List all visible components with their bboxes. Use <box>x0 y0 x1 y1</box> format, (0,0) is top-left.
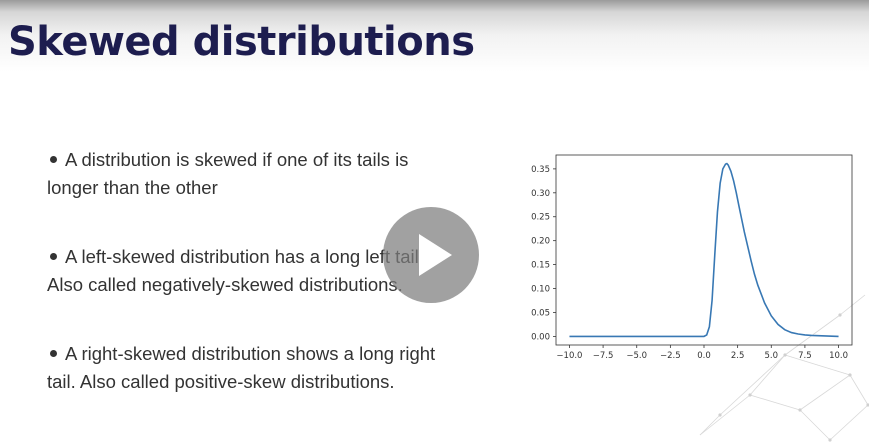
x-tick-label: 5.0 <box>765 351 779 361</box>
bullet-text: A left-skewed distribution has a long le… <box>65 246 424 267</box>
x-tick-label: −5.0 <box>626 351 647 361</box>
y-tick-label: 0.30 <box>531 189 550 199</box>
slide-header <box>0 0 869 72</box>
bullet-text: longer than the other <box>47 177 218 198</box>
bullet-text: Also called negatively-skewed distributi… <box>47 274 403 295</box>
play-button[interactable] <box>383 207 479 303</box>
bullet-text: tail. Also called positive-skew distribu… <box>47 371 395 392</box>
bullet-text: A distribution is skewed if one of its t… <box>65 149 409 170</box>
slide-title: Skewed distributions <box>8 19 475 65</box>
bullet-item: A left-skewed distribution has a long le… <box>47 243 502 299</box>
x-tick-label: −7.5 <box>593 351 614 361</box>
y-tick-label: 0.25 <box>531 213 550 223</box>
bullet-dot-icon <box>50 156 57 164</box>
x-tick-label: −10.0 <box>556 351 582 361</box>
skew-chart: 0.00 0.05 0.10 0.15 0.20 0.25 0.30 0.35 −10.0 −7… <box>531 154 853 361</box>
x-tick-label: 2.5 <box>731 351 745 361</box>
bullet-item: A distribution is skewed if one of its t… <box>47 146 502 202</box>
y-tick-label: 0.00 <box>531 332 550 342</box>
y-tick-label: 0.15 <box>531 261 550 271</box>
x-tick-label: 0.0 <box>697 351 711 361</box>
y-tick-label: 0.10 <box>531 285 550 295</box>
plot-frame <box>555 154 853 346</box>
bullet-item: A right-skewed distribution shows a long… <box>47 340 502 396</box>
x-tick-label: 10.0 <box>829 351 848 361</box>
bullet-dot-icon <box>50 350 57 358</box>
bullet-dot-icon <box>50 253 57 261</box>
y-tick-label: 0.20 <box>531 237 550 247</box>
x-tick-label: −2.5 <box>660 351 681 361</box>
series-line <box>569 162 839 338</box>
x-tick-label: 7.5 <box>798 351 812 361</box>
network-decoration <box>699 294 869 442</box>
y-tick-label: 0.05 <box>531 308 550 318</box>
y-tick-label: 0.35 <box>531 165 550 175</box>
play-icon <box>419 234 452 276</box>
bullet-text: A right-skewed distribution shows a long… <box>65 343 436 364</box>
